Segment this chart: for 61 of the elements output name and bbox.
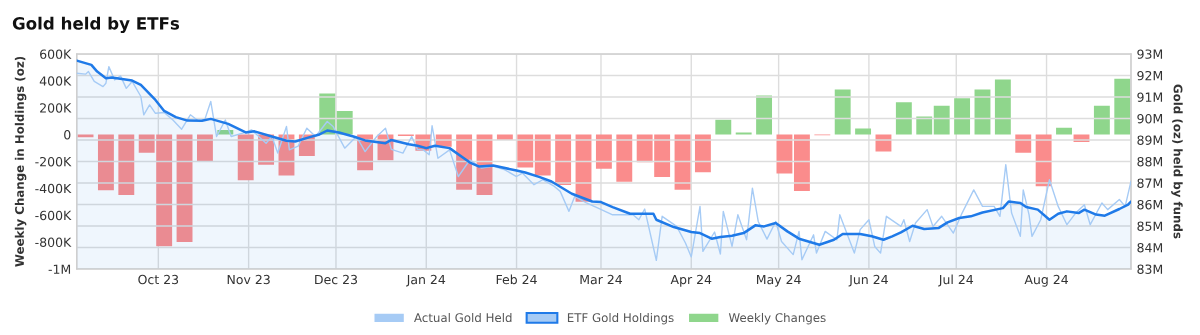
x-tick-label: Aug 24 xyxy=(1024,274,1068,287)
legend-label: Weekly Changes xyxy=(728,312,826,325)
y-tick-label: 400K xyxy=(39,76,72,86)
chart-title: Gold held by ETFs xyxy=(12,16,180,34)
y2-tick-label: 83M xyxy=(1137,264,1163,274)
x-tick-label: Jun 24 xyxy=(848,274,888,287)
bar xyxy=(595,134,612,169)
y-tick-label: -600K xyxy=(35,210,72,221)
bar xyxy=(756,95,773,135)
bar xyxy=(196,134,213,162)
bar xyxy=(994,79,1011,135)
y2-tick-label: 88M xyxy=(1137,156,1163,167)
y2-tick-label: 84M xyxy=(1137,242,1163,253)
y-tick-label: 600K xyxy=(40,49,72,59)
bar xyxy=(1114,78,1131,135)
x-tick-label: Oct 23 xyxy=(138,274,179,285)
x-tick-label: Jul 24 xyxy=(938,274,974,287)
y-tick-label: 0 xyxy=(64,130,71,140)
bar xyxy=(793,134,810,192)
x-tick-label: May 24 xyxy=(756,274,801,287)
y2-tick-label: 93M xyxy=(1137,49,1163,59)
x-tick-label: Nov 23 xyxy=(227,274,270,285)
y2-tick-label: 86M xyxy=(1137,199,1163,210)
bar xyxy=(534,134,551,176)
bar xyxy=(336,111,353,135)
x-tick-label: Mar 24 xyxy=(580,274,623,285)
y-tick-label: -400K xyxy=(35,183,72,194)
bar xyxy=(1093,105,1110,135)
x-tick-label: Jan 24 xyxy=(406,274,446,287)
bar xyxy=(933,105,950,135)
bar xyxy=(694,134,711,173)
legend-label: Actual Gold Held xyxy=(414,312,512,323)
x-tick-label: Feb 24 xyxy=(496,274,537,285)
y-tick-label: -800K xyxy=(35,237,72,248)
y-tick-label: -1M xyxy=(48,264,71,274)
bar xyxy=(735,132,752,135)
y2-tick-label: 89M xyxy=(1137,135,1163,145)
bar xyxy=(118,134,135,196)
legend-label: ETF Gold Holdings xyxy=(567,312,674,325)
y2-tick-label: 87M xyxy=(1137,178,1163,188)
x-tick-label: Dec 23 xyxy=(315,274,358,285)
bar xyxy=(237,134,254,181)
y2-tick-label: 90M xyxy=(1137,113,1163,124)
bar xyxy=(834,89,851,135)
bar xyxy=(954,98,971,135)
bar xyxy=(97,134,114,191)
bar xyxy=(916,116,933,135)
y2-tick-label: 91M xyxy=(1137,92,1163,102)
bar xyxy=(517,134,534,168)
y2-tick-label: 85M xyxy=(1137,221,1163,231)
bar xyxy=(1056,127,1072,135)
bar xyxy=(895,102,912,135)
bar xyxy=(715,119,732,135)
bar xyxy=(616,134,633,182)
bar xyxy=(855,128,872,135)
y-tick-label: -200K xyxy=(35,156,72,167)
y-axis-title: Weekly Change in Holdings (oz) xyxy=(14,56,27,267)
y2-axis-title: Gold (oz) held by funds xyxy=(1171,84,1183,239)
x-tick-label: Apr 24 xyxy=(670,274,712,287)
y2-tick-label: 92M xyxy=(1137,70,1163,81)
y-tick-label: 200K xyxy=(40,103,72,113)
